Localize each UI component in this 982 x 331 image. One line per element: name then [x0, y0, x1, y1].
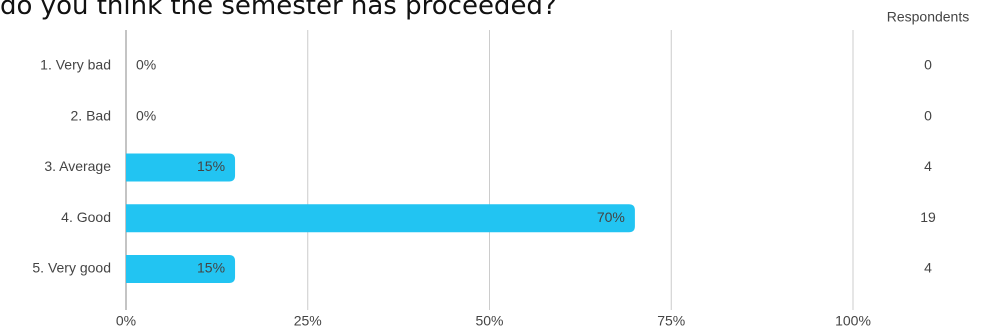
respondents-header: Respondents — [887, 9, 970, 25]
value-label: 15% — [197, 260, 225, 276]
respondents-count: 4 — [924, 158, 932, 174]
chart-title: do you think the semester has proceeded? — [0, 0, 557, 21]
category-label: 5. Very good — [32, 260, 111, 276]
x-tick-label: 75% — [657, 313, 685, 329]
bar — [126, 153, 236, 182]
category-label: 1. Very bad — [40, 57, 111, 73]
respondents-count: 19 — [920, 209, 936, 225]
respondents-count: 0 — [924, 57, 932, 73]
bar — [126, 204, 635, 233]
x-tick-label: 50% — [475, 313, 503, 329]
x-tick-label: 0% — [116, 313, 136, 329]
category-label: 2. Bad — [71, 107, 111, 123]
value-label: 0% — [136, 107, 156, 123]
respondents-count: 4 — [924, 260, 932, 276]
value-label: 70% — [597, 209, 625, 225]
value-label: 0% — [136, 57, 156, 73]
bar — [126, 255, 236, 283]
x-tick-label: 100% — [835, 313, 871, 329]
respondents-count: 0 — [924, 107, 932, 123]
category-label: 4. Good — [61, 209, 111, 225]
category-label: 3. Average — [44, 158, 111, 174]
x-tick-label: 25% — [294, 313, 322, 329]
value-label: 15% — [197, 158, 225, 174]
